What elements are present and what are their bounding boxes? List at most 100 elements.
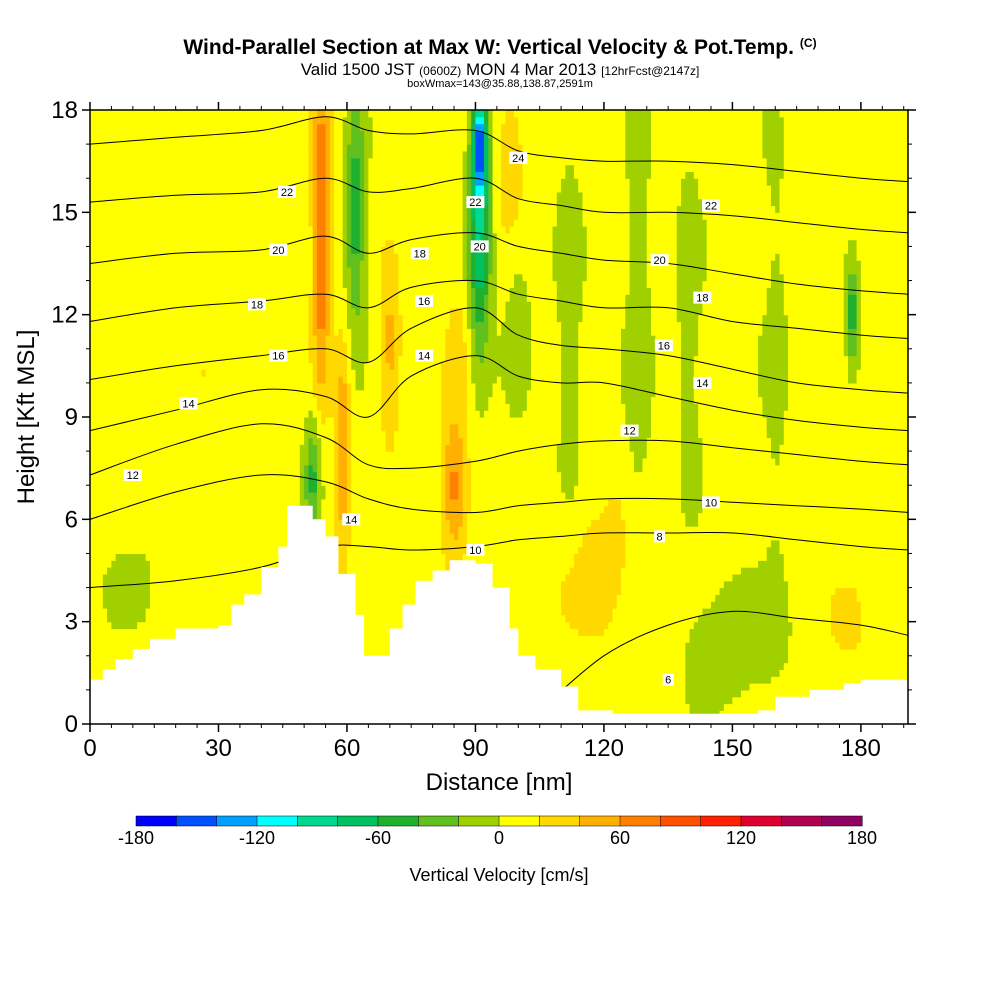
velocity-cell [239,444,245,452]
velocity-cell [231,171,237,179]
velocity-cell [312,266,318,275]
velocity-cell [205,150,211,159]
velocity-cell [192,314,198,323]
velocity-cell [90,608,95,616]
velocity-cell [287,164,292,172]
velocity-cell [197,185,202,193]
velocity-cell [115,314,121,323]
velocity-cell [107,382,113,391]
velocity-cell [282,280,288,288]
velocity-cell [145,478,151,486]
velocity-cell [111,341,117,350]
velocity-cell [184,567,190,575]
velocity-cell [299,266,305,275]
velocity-cell [124,232,130,241]
velocity-cell [119,635,125,643]
velocity-cell [239,437,245,445]
velocity-cell [107,341,113,350]
velocity-cell [107,253,113,261]
velocity-cell [102,423,108,432]
velocity-cell [257,362,262,370]
velocity-cell [145,464,151,473]
velocity-cell [222,191,228,200]
velocity-cell [257,369,262,377]
velocity-cell [248,150,254,159]
velocity-cell [141,444,147,452]
velocity-cell [98,662,104,671]
velocity-cell [265,417,271,425]
velocity-cell [158,123,164,132]
velocity-cell [192,198,198,207]
velocity-cell [149,444,155,452]
velocity-cell [244,144,250,152]
velocity-cell [149,232,155,241]
velocity-cell [124,212,130,220]
velocity-cell [274,560,280,568]
velocity-cell [304,225,310,234]
velocity-cell [227,253,232,261]
velocity-cell [175,498,181,507]
velocity-cell [179,382,185,391]
velocity-cell [248,144,254,152]
velocity-cell [321,498,327,507]
velocity-cell [274,266,280,275]
velocity-cell [214,348,220,357]
velocity-cell [278,532,284,541]
velocity-cell [231,123,237,132]
velocity-cell [197,423,202,432]
velocity-cell [171,457,177,466]
velocity-cell [269,328,275,336]
velocity-cell [128,553,134,561]
velocity-cell [214,519,220,527]
velocity-cell [248,423,254,432]
velocity-cell [175,314,181,323]
velocity-cell [90,212,95,220]
velocity-cell [265,348,271,357]
velocity-cell [197,341,202,350]
velocity-cell [197,314,202,323]
velocity-cell [171,417,177,425]
velocity-cell [312,355,318,364]
velocity-cell [291,164,297,172]
velocity-cell [167,437,172,445]
velocity-cell [98,532,104,541]
velocity-cell [115,212,121,220]
velocity-cell [269,532,275,541]
velocity-cell [235,471,241,479]
velocity-cell [312,321,318,329]
velocity-cell [282,178,288,186]
velocity-cell [308,130,314,138]
velocity-cell [197,526,202,534]
velocity-cell [209,512,215,520]
velocity-cell [90,178,95,186]
velocity-cell [274,130,280,138]
velocity-cell [94,614,100,623]
velocity-cell [162,205,168,213]
velocity-cell [201,178,207,186]
velocity-cell [269,430,275,439]
velocity-cell [145,430,151,439]
velocity-cell [154,485,160,493]
velocity-cell [201,505,207,514]
velocity-cell [90,396,95,404]
velocity-cell [111,614,117,623]
velocity-cell [308,369,314,377]
velocity-cell [188,362,194,370]
velocity-cell [257,232,262,241]
velocity-cell [316,341,322,350]
velocity-cell [201,492,207,500]
velocity-cell [94,287,100,295]
velocity-cell [188,376,194,384]
velocity-cell [265,410,271,418]
velocity-cell [158,587,164,595]
velocity-cell [269,498,275,507]
velocity-cell [278,403,284,411]
velocity-cell [102,171,108,179]
velocity-cell [188,423,194,432]
velocity-cell [316,369,322,377]
velocity-cell [244,205,250,213]
velocity-cell [98,171,104,179]
velocity-cell [316,335,322,343]
velocity-cell [304,485,310,493]
velocity-cell [295,341,301,350]
